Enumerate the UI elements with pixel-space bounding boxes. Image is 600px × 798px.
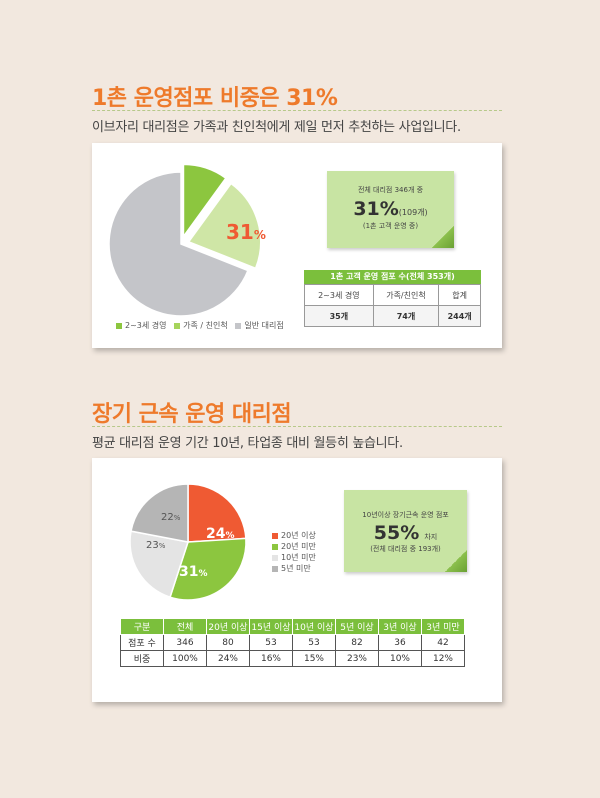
note1-line3: (1촌 고객 운영 중) [362,222,419,230]
legend2-item-2: 10년 미만 [272,552,316,563]
table2-cell: 53 [249,634,293,651]
table2-cell: 12% [421,650,465,667]
table2-cell: 100% [163,650,207,667]
note-fold-corner [432,226,454,248]
pie2-label-1: 31% [179,564,208,580]
summary-note-1: 전체 대리점 346개 중 31%(109개) (1촌 고객 운영 중) [327,171,454,248]
pie1-label: 31% [226,220,266,244]
legend1-item-1: 가족 / 친인척 [174,321,228,330]
section2-title: 장기 근속 운영 대리점 [92,402,292,427]
table2-cell: 36 [378,634,422,651]
table2-header: 15년 이상 [249,618,293,635]
table2-cell: 점포 수 [120,634,164,651]
table2-cell: 15% [292,650,336,667]
legend2-item-1: 20년 미만 [272,541,316,552]
section2-divider [92,426,502,427]
pie1-slice-general [108,171,249,317]
table2-header: 5년 이상 [335,618,379,635]
pie1-legend: 2~3세 경영 가족 / 친인척 일반 대리점 [116,320,284,331]
section1-title: 1촌 운영점포 비중은 31% [92,86,338,111]
pie1-slice-family [187,182,262,270]
section1-divider [92,110,502,111]
pie2-slice-under20 [169,537,247,601]
table2-cell: 346 [163,634,207,651]
legend1-item-0: 2~3세 경영 [116,321,167,330]
table1-value: 244개 [438,305,481,327]
table1-value: 74개 [372,305,440,327]
table1-title: 1촌 고객 운영 점포 수(전체 353개) [304,270,481,284]
note2-value: 55% 차지 [373,522,438,544]
pie2-slice-under5 [130,483,189,543]
pie2-label-2: 23% [146,540,166,551]
section1-subtitle: 이브자리 대리점은 가족과 친인척에게 제일 먼저 추천하는 사업입니다. [92,120,461,135]
note1-line1: 전체 대리점 346개 중 [357,186,424,194]
note2-line1: 10년이상 장기근속 운영 점포 [362,511,449,519]
tenure-table: 구분 전체 20년 이상 15년 이상 10년 이상 5년 이상 3년 이상 3… [120,618,465,667]
pie2-label-3: 22% [161,512,181,523]
summary-note-2: 10년이상 장기근속 운영 점포 55% 차지 (전체 대리점 중 193개) [344,490,467,572]
note-fold-corner [445,550,467,572]
table2-cell: 10% [378,650,422,667]
table2-cell: 80 [206,634,250,651]
table-row: 점포 수 346 80 53 53 82 36 42 [120,634,465,651]
pie-chart-1: 31% [108,163,266,317]
table2-cell: 비중 [120,650,164,667]
table2-header: 3년 미만 [421,618,465,635]
legend2-item-3: 5년 미만 [272,563,316,574]
table2-cell: 53 [292,634,336,651]
table2-header: 3년 이상 [378,618,422,635]
pie2-legend: 20년 이상 20년 미만 10년 미만 5년 미만 [272,530,316,574]
table1-value: 35개 [304,305,374,327]
note1-value: 31%(109개) [353,198,428,220]
legend2-item-0: 20년 이상 [272,530,316,541]
table2-header: 10년 이상 [292,618,336,635]
table2-cell: 23% [335,650,379,667]
table1-header: 가족/친인척 [372,284,440,306]
pie2-label-0: 24% [206,526,235,542]
table1-header: 합계 [438,284,481,306]
table1-header: 2~3세 경영 [304,284,374,306]
card-2: 24% 31% 23% 22% 20년 이상 20년 미만 10년 미만 5년 … [92,458,502,702]
section2-subtitle: 평균 대리점 운영 기간 10년, 타업종 대비 월등히 높습니다. [92,436,403,451]
table2-cell: 16% [249,650,293,667]
table2-header: 전체 [163,618,207,635]
tenure-table-header: 구분 전체 20년 이상 15년 이상 10년 이상 5년 이상 3년 이상 3… [120,618,465,635]
table2-cell: 24% [206,650,250,667]
note2-line3: (전체 대리점 중 193개) [370,545,441,553]
pie1-slice-2-3-gen [182,163,227,239]
table2-header: 구분 [120,618,164,635]
table2-cell: 42 [421,634,465,651]
family-store-table: 1촌 고객 운영 점포 수(전체 353개) 2~3세 경영 가족/친인척 합계… [304,270,481,327]
pie2-slice-under10 [129,530,189,599]
table-row: 비중 100% 24% 16% 15% 23% 10% 12% [120,650,465,667]
legend1-item-2: 일반 대리점 [235,321,284,330]
card-1: 31% 2~3세 경영 가족 / 친인척 일반 대리점 전체 대리점 346개 … [92,143,502,348]
table2-cell: 82 [335,634,379,651]
table2-header: 20년 이상 [206,618,250,635]
pie2-slice-20plus [187,483,247,543]
pie-chart-2: 24% 31% 23% 22% [129,483,247,601]
